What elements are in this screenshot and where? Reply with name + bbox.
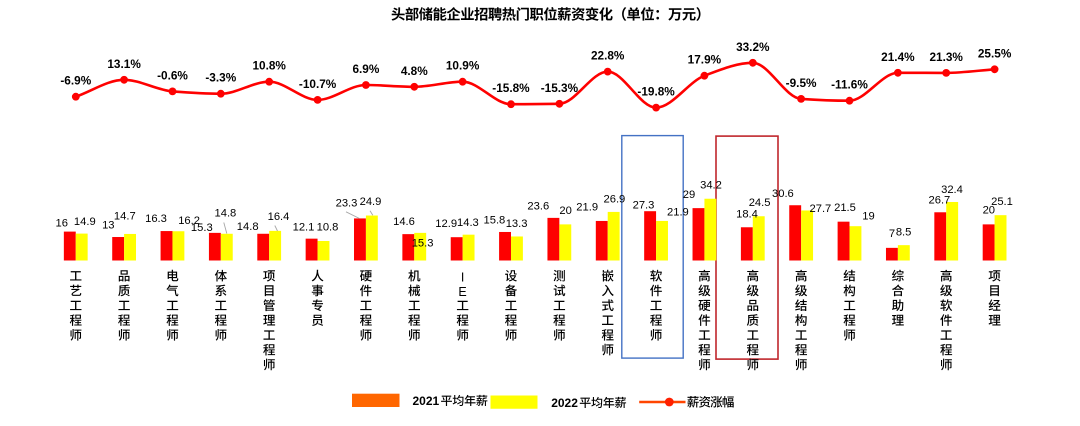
svg-text:25.5%: 25.5%: [978, 46, 1012, 60]
svg-text:10.8%: 10.8%: [252, 59, 286, 73]
svg-text:21.9: 21.9: [576, 202, 598, 214]
svg-text:16.2: 16.2: [178, 215, 200, 227]
svg-text:19: 19: [862, 210, 874, 222]
svg-text:-6.9%: -6.9%: [60, 74, 91, 88]
svg-text:15.8: 15.8: [484, 215, 506, 227]
svg-text:14.3: 14.3: [457, 217, 479, 229]
svg-text:21.9: 21.9: [667, 207, 689, 219]
svg-text:-0.6%: -0.6%: [157, 68, 188, 82]
svg-text:18.4: 18.4: [736, 209, 758, 221]
svg-text:10.9%: 10.9%: [446, 59, 480, 73]
svg-text:14.6: 14.6: [393, 216, 415, 228]
svg-text:2021: 2021: [413, 394, 440, 408]
svg-text:17.9%: 17.9%: [688, 53, 722, 67]
svg-text:16.4: 16.4: [268, 211, 290, 223]
svg-text:8.5: 8.5: [896, 226, 912, 238]
svg-text:12.1: 12.1: [293, 222, 315, 234]
svg-text:26.9: 26.9: [604, 194, 626, 206]
svg-text:21.4%: 21.4%: [881, 50, 915, 64]
svg-text:26.7: 26.7: [929, 194, 951, 206]
svg-text:23.3: 23.3: [336, 198, 358, 210]
svg-text:10.8: 10.8: [317, 221, 339, 233]
svg-text:16: 16: [55, 217, 67, 229]
svg-text:14.9: 14.9: [74, 216, 96, 228]
svg-text:29: 29: [683, 189, 695, 201]
svg-text:7: 7: [889, 228, 895, 240]
svg-text:13: 13: [102, 220, 114, 232]
svg-text:32.4: 32.4: [941, 184, 963, 196]
svg-text:25.1: 25.1: [991, 196, 1013, 208]
svg-text:-15.3%: -15.3%: [541, 81, 579, 95]
svg-text:16.3: 16.3: [145, 213, 167, 225]
svg-text:4.8%: 4.8%: [401, 64, 428, 78]
svg-text:22.8%: 22.8%: [591, 49, 625, 63]
svg-text:27.7: 27.7: [810, 203, 832, 215]
svg-text:-3.3%: -3.3%: [205, 71, 236, 85]
svg-text:-9.5%: -9.5%: [786, 76, 817, 90]
svg-text:27.3: 27.3: [633, 200, 655, 212]
svg-text:14.8: 14.8: [215, 208, 237, 220]
svg-text:13.3: 13.3: [506, 218, 528, 230]
svg-text:15.3: 15.3: [191, 222, 213, 234]
svg-text:21.3%: 21.3%: [929, 50, 963, 64]
svg-text:I: I: [461, 270, 464, 284]
svg-text:21.5: 21.5: [834, 202, 856, 214]
svg-text:34.2: 34.2: [700, 180, 722, 192]
svg-text:-10.7%: -10.7%: [299, 77, 337, 91]
svg-text:20: 20: [983, 205, 995, 217]
svg-text:23.6: 23.6: [527, 201, 549, 213]
svg-text:30.6: 30.6: [772, 188, 794, 200]
svg-text:14.8: 14.8: [237, 221, 259, 233]
svg-text:13.1%: 13.1%: [107, 57, 141, 71]
svg-text:33.2%: 33.2%: [736, 40, 770, 54]
svg-text:24.9: 24.9: [360, 196, 382, 208]
svg-text:24.5: 24.5: [749, 197, 771, 209]
svg-text:2022: 2022: [551, 396, 578, 410]
svg-text:15.3: 15.3: [412, 238, 434, 250]
svg-text:14.7: 14.7: [114, 210, 136, 222]
svg-text:-15.8%: -15.8%: [492, 81, 530, 95]
svg-text:E: E: [458, 285, 466, 299]
svg-text:12.9: 12.9: [435, 218, 457, 230]
svg-text:6.9%: 6.9%: [352, 62, 379, 76]
svg-text:20: 20: [559, 205, 571, 217]
svg-text:-19.8%: -19.8%: [637, 85, 675, 99]
svg-text:-11.6%: -11.6%: [831, 78, 868, 92]
